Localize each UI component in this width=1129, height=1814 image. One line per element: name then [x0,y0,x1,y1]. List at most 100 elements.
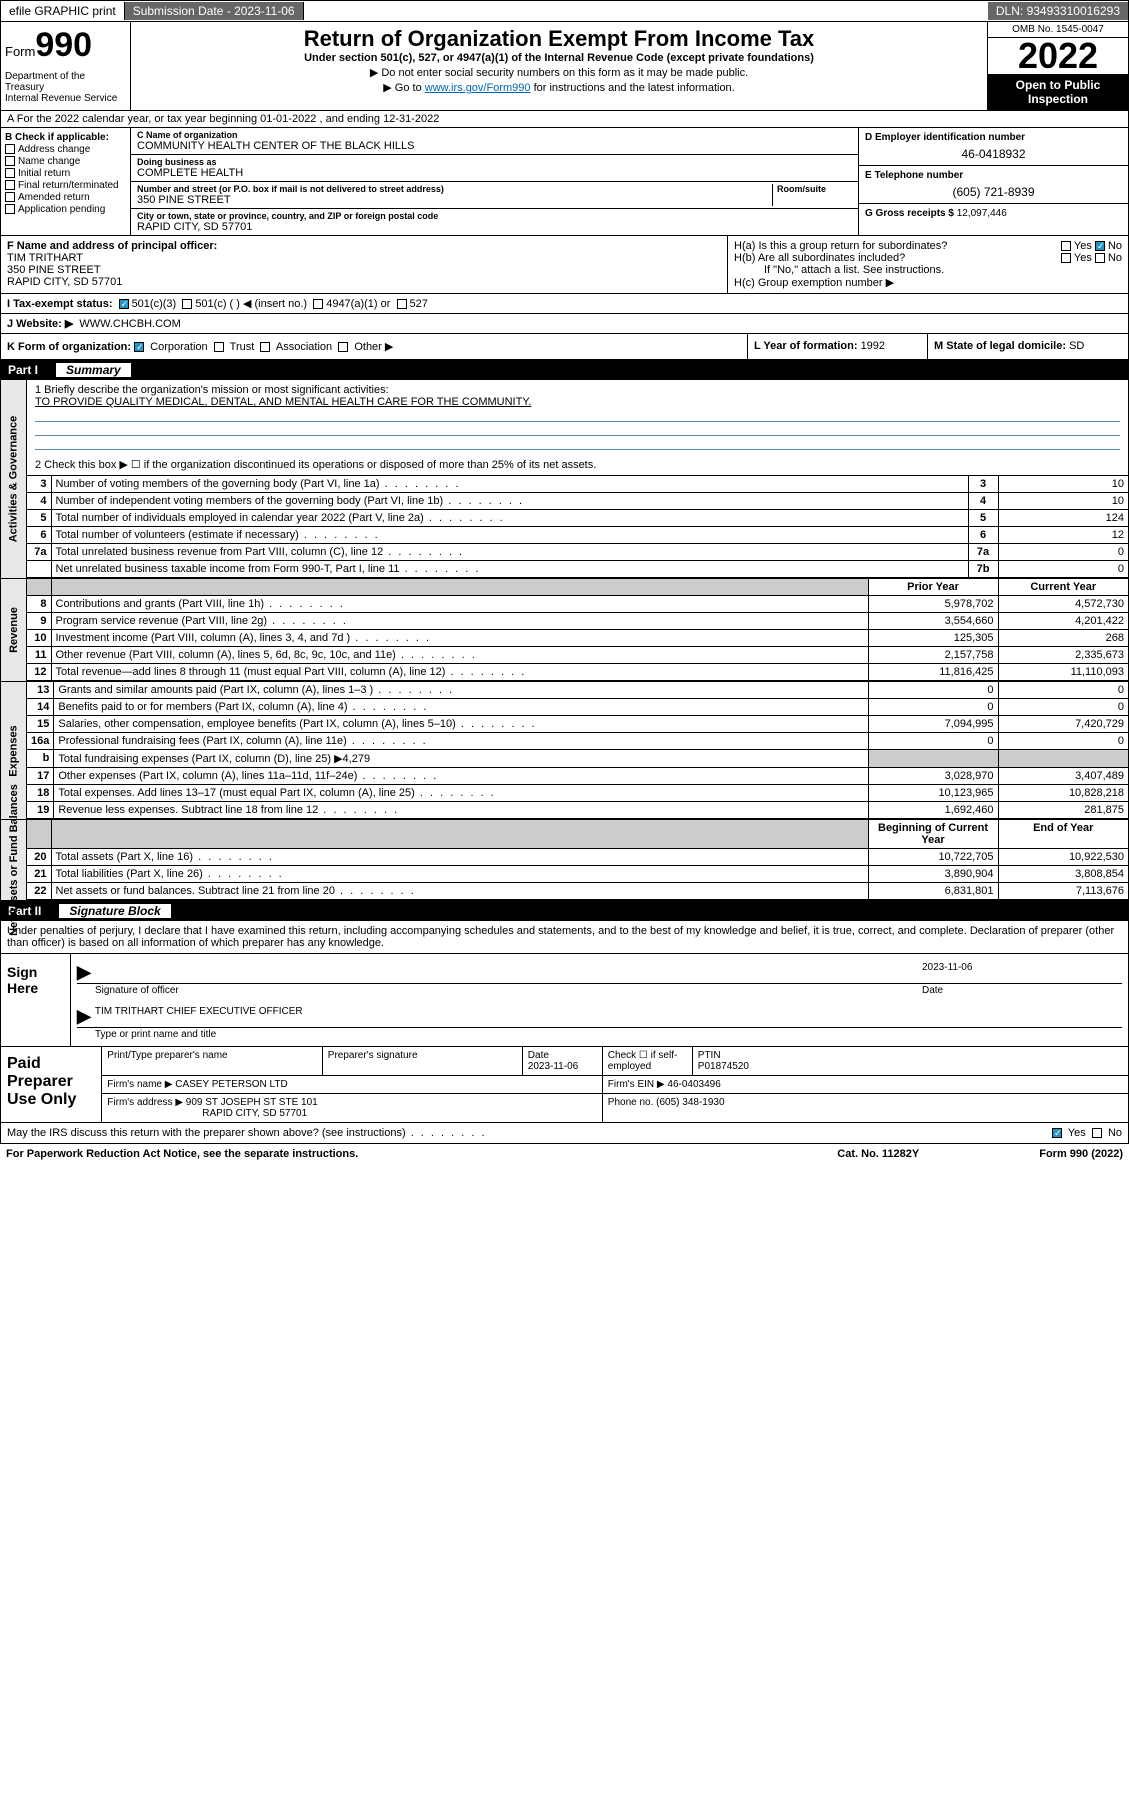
dln-label: DLN: [996,4,1027,18]
netassets-block: Net Assets or Fund Balances Beginning of… [0,820,1129,901]
city-label: City or town, state or province, country… [137,211,852,221]
dln-value: 93493310016293 [1027,4,1120,18]
note-link: ▶ Go to www.irs.gov/Form990 for instruct… [139,81,979,94]
ha-label: H(a) Is this a group return for subordin… [734,240,947,252]
officer-print-name: TIM TRITHART CHIEF EXECUTIVE OFFICER [95,1006,1122,1027]
sign-date: 2023-11-06 [922,962,1122,983]
side-governance: Activities & Governance [1,380,27,578]
efile-button[interactable]: efile GRAPHIC print [1,2,125,20]
discuss-text: May the IRS discuss this return with the… [7,1127,406,1139]
a1: TO PROVIDE QUALITY MEDICAL, DENTAL, AND … [35,396,1120,408]
prep-h3: Date [528,1050,549,1061]
dba-label: Doing business as [137,157,852,167]
firm-name: CASEY PETERSON LTD [175,1079,287,1090]
sign-here-label: Sign Here [1,954,71,1046]
chk-assoc[interactable] [260,342,270,352]
l-label: L Year of formation: [754,340,861,352]
firm-addr1: 909 ST JOSEPH ST STE 101 [186,1097,318,1108]
officer-addr1: 350 PINE STREET [7,264,721,276]
form-subtitle: Under section 501(c), 527, or 4947(a)(1)… [139,52,979,64]
firm-ein: 46-0403496 [667,1079,720,1090]
expenses-block: Expenses 13Grants and similar amounts pa… [0,682,1129,820]
part2-header: Part II Signature Block [0,901,1129,921]
hb-label: H(b) Are all subordinates included? [734,252,905,264]
tax-status-label: I Tax-exempt status: [7,298,113,310]
form-ref: Form 990 (2022) [1039,1148,1123,1160]
part1-title: Summary [56,363,131,377]
chk-trust[interactable] [214,342,224,352]
q2: 2 Check this box ▶ ☐ if the organization… [35,458,1120,471]
revenue-block: Revenue Prior YearCurrent Year8Contribut… [0,579,1129,682]
chk-4947[interactable] [313,299,323,309]
chk-527[interactable] [397,299,407,309]
room-label: Room/suite [777,184,852,194]
q1: 1 Briefly describe the organization's mi… [35,384,1120,396]
form-header: Form990 Department of the Treasury Inter… [0,22,1129,111]
col-c-name-address: C Name of organization COMMUNITY HEALTH … [131,128,858,235]
chk-address[interactable]: Address change [5,144,126,155]
dln: DLN: 93493310016293 [988,2,1128,20]
irs-link[interactable]: www.irs.gov/Form990 [425,82,531,94]
sign-here-block: Sign Here ▶2023-11-06 Signature of offic… [0,954,1129,1047]
chk-pending[interactable]: Application pending [5,204,126,215]
m-label: M State of legal domicile: [934,340,1069,352]
website-label: J Website: ▶ [7,317,73,330]
col-b-header: B Check if applicable: [5,132,126,143]
chk-501c3[interactable] [119,299,129,309]
sig-intro: Under penalties of perjury, I declare th… [0,921,1129,954]
l-value: 1992 [861,340,885,352]
netassets-table: Beginning of Current YearEnd of Year20To… [27,820,1128,900]
prep-h1: Print/Type preparer's name [102,1047,322,1076]
principal-officer: F Name and address of principal officer:… [1,236,728,293]
chk-name[interactable]: Name change [5,156,126,167]
col-d-ein-tel: D Employer identification number 46-0418… [858,128,1128,235]
form-prefix: Form [5,44,35,59]
ptin: P01874520 [698,1061,749,1072]
discuss-row: May the IRS discuss this return with the… [0,1123,1129,1144]
chk-amended[interactable]: Amended return [5,192,126,203]
klm-block: K Form of organization: Corporation Trus… [0,334,1129,360]
org-name: COMMUNITY HEALTH CENTER OF THE BLACK HIL… [137,140,852,152]
pra-notice: For Paperwork Reduction Act Notice, see … [6,1148,837,1160]
f-label: F Name and address of principal officer: [7,240,721,252]
sig-label: Signature of officer [95,985,922,996]
governance-block: Activities & Governance 1 Briefly descri… [0,380,1129,579]
org-name-label: C Name of organization [137,130,852,140]
department: Department of the Treasury Internal Reve… [5,71,126,104]
chk-final[interactable]: Final return/terminated [5,180,126,191]
chk-corp[interactable] [134,342,144,352]
tel-label: E Telephone number [865,170,1122,181]
ein-label: D Employer identification number [865,132,1122,143]
officer-name: TIM TRITHART [7,252,721,264]
ein-value: 46-0418932 [865,147,1122,161]
part1-no: Part I [0,363,46,377]
city-value: RAPID CITY, SD 57701 [137,221,852,233]
year-box: OMB No. 1545-0047 2022 Open to Public In… [988,22,1128,110]
side-revenue: Revenue [1,579,27,681]
officer-addr2: RAPID CITY, SD 57701 [7,276,721,288]
part2-title: Signature Block [59,904,170,918]
hb-note: If "No," attach a list. See instructions… [734,264,1122,276]
discuss-yes[interactable] [1052,1128,1062,1138]
chk-other[interactable] [338,342,348,352]
chk-initial[interactable]: Initial return [5,168,126,179]
open-public: Open to Public Inspection [988,74,1128,110]
fgh-block: F Name and address of principal officer:… [0,236,1129,294]
col-b-checks: B Check if applicable: Address change Na… [1,128,131,235]
addr-value: 350 PINE STREET [137,194,772,206]
dba-value: COMPLETE HEALTH [137,167,852,179]
chk-501c[interactable] [182,299,192,309]
part1-header: Part I Summary [0,360,1129,380]
preparer-block: Paid Preparer Use Only Print/Type prepar… [0,1047,1129,1123]
prep-h2: Preparer's signature [322,1047,522,1076]
state-domicile: M State of legal domicile: SD [928,334,1128,359]
hc-label: H(c) Group exemption number ▶ [734,276,1122,289]
firm-addr2: RAPID CITY, SD 57701 [202,1108,307,1119]
phone: (605) 348-1930 [656,1097,724,1108]
firm-ein-label: Firm's EIN ▶ [608,1079,668,1090]
note-ssn: ▶ Do not enter social security numbers o… [139,66,979,79]
governance-table: 3Number of voting members of the governi… [27,476,1128,578]
tel-value: (605) 721-8939 [865,185,1122,199]
addr-label: Number and street (or P.O. box if mail i… [137,184,772,194]
discuss-no[interactable] [1092,1128,1102,1138]
